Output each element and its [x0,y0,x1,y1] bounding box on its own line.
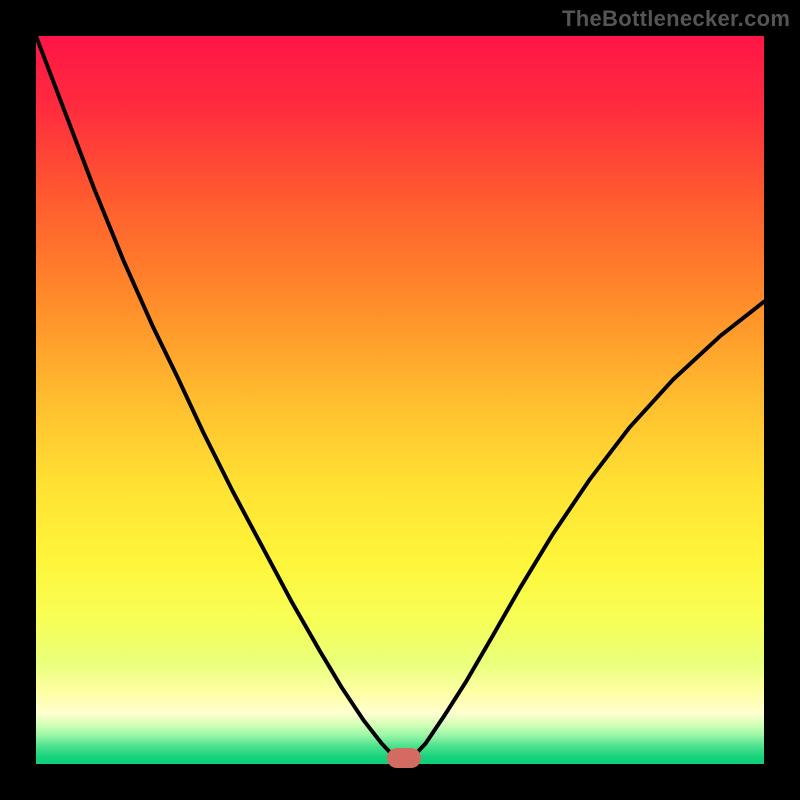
min-marker [387,748,421,768]
plot-area [36,36,764,764]
curve-svg [36,36,764,764]
chart-frame: TheBottlenecker.com [0,0,800,800]
bottleneck-curve [36,36,764,762]
watermark-text: TheBottlenecker.com [562,6,790,32]
